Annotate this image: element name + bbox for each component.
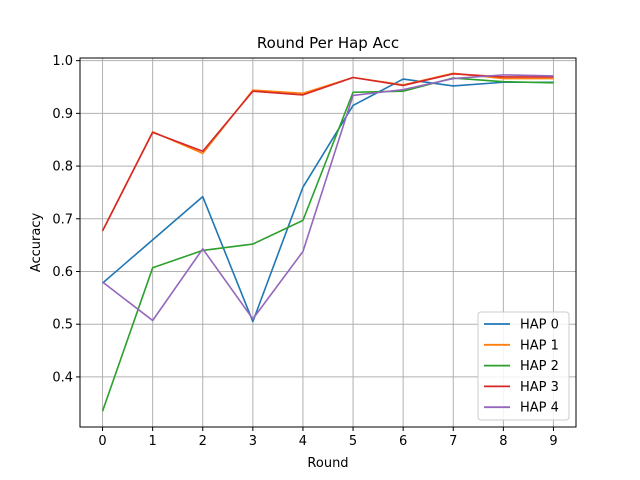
x-tick-label: 3 (249, 434, 257, 449)
series-line-hap-2 (101, 77, 554, 412)
y-tick-label: 0.5 (52, 318, 73, 333)
series-lines (101, 72, 554, 412)
legend-label: HAP 2 (520, 359, 559, 374)
legend-label: HAP 4 (520, 401, 559, 416)
series-line-hap-3 (101, 73, 554, 232)
x-tick-label: 6 (399, 434, 407, 449)
x-tick-label: 2 (199, 434, 207, 449)
series-line-hap-0 (102, 78, 554, 323)
y-tick-label: 0.9 (52, 107, 73, 122)
x-tick-label: 4 (299, 434, 307, 449)
y-axis-title: Accuracy (29, 213, 44, 273)
x-tick-label: 1 (149, 434, 157, 449)
chart-title: Round Per Hap Acc (257, 34, 399, 52)
y-tick-label: 0.4 (52, 370, 73, 385)
y-axis-ticks: 0.4 0.5 0.6 0.7 0.8 0.9 1.0 (52, 54, 80, 385)
x-tick-label: 7 (449, 434, 457, 449)
y-tick-label: 0.6 (52, 265, 73, 280)
legend-label: HAP 3 (520, 380, 559, 395)
x-tick-label: 0 (98, 434, 106, 449)
series-line-hap-4 (102, 74, 554, 322)
x-tick-label: 8 (499, 434, 507, 449)
x-axis-ticks: 0 1 2 3 4 5 6 7 8 9 (98, 427, 558, 449)
plot-area-frame (79, 57, 577, 428)
legend-label: HAP 1 (520, 338, 559, 353)
x-tick-label: 5 (349, 434, 357, 449)
y-tick-label: 1.0 (52, 54, 73, 69)
x-tick-label: 9 (549, 434, 557, 449)
x-axis-title: Round (307, 456, 348, 471)
legend-label: HAP 0 (520, 318, 559, 333)
y-tick-label: 0.7 (52, 212, 73, 227)
legend: HAP 0 HAP 1 HAP 2 HAP 3 HAP 4 (477, 311, 570, 421)
legend-box (477, 311, 570, 421)
y-tick-label: 0.8 (52, 160, 73, 175)
